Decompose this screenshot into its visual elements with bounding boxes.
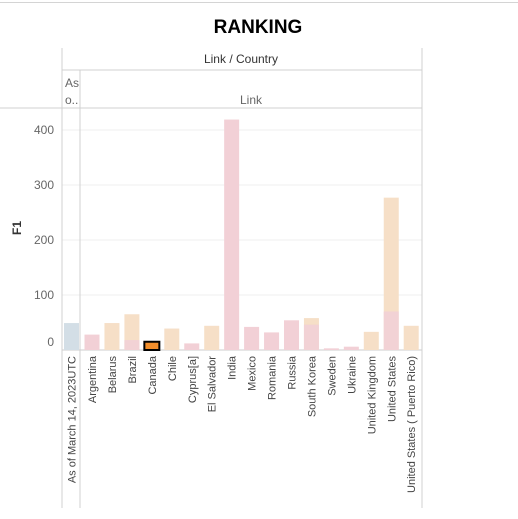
- bar-ukraine[interactable]: [343, 346, 359, 350]
- x-axis: As of March 14, 2023UTC Argentina Belarus B…: [67, 355, 419, 493]
- y-tick-label: 300: [34, 178, 54, 192]
- panel-header-as-of: As o..: [65, 76, 79, 107]
- x-category-label: As of March 14, 2023UTC: [67, 356, 79, 483]
- y-axis: 0 100 200 300 400: [34, 123, 54, 349]
- x-category-label: Chile: [167, 356, 179, 381]
- bar-overlay-united-states: [383, 311, 399, 350]
- chart-frame: [0, 48, 423, 508]
- x-category-label: Cyprus[a]: [187, 356, 199, 403]
- column-header: Link / Country: [204, 52, 278, 66]
- x-category-label: United States ( Puerto Rico): [406, 356, 418, 493]
- gridlines: [62, 129, 422, 351]
- bar-argentina[interactable]: [84, 334, 100, 350]
- y-tick-label: 400: [34, 123, 54, 137]
- bar-el-salvador[interactable]: [204, 325, 220, 350]
- top-border: [0, 2, 518, 3]
- bar-mexico[interactable]: [244, 326, 260, 350]
- chart-title: RANKING: [214, 17, 303, 38]
- x-category-label: Sweden: [326, 356, 338, 396]
- x-category-label: Brazil: [127, 356, 139, 384]
- bar-india[interactable]: [224, 119, 240, 350]
- x-category-label: Belarus: [107, 356, 119, 394]
- x-category-label: Russia: [287, 355, 299, 390]
- x-category-label: Ukraine: [346, 356, 358, 394]
- bar-united-kingdom[interactable]: [363, 331, 379, 350]
- panel-header-as-of-line1: As: [65, 76, 79, 90]
- y-axis-label: F1: [10, 221, 24, 235]
- x-category-label: United States: [386, 356, 398, 423]
- bar-romania[interactable]: [264, 332, 280, 350]
- bar-united-states-puerto-rico[interactable]: [403, 325, 419, 350]
- panel-header-as-of-line2: o..: [65, 93, 78, 107]
- bar-canada[interactable]: [143, 340, 161, 351]
- x-category-label: Canada: [147, 355, 159, 394]
- x-category-label: Argentina: [87, 355, 99, 403]
- x-category-label: El Salvador: [207, 356, 219, 413]
- bar-chile[interactable]: [164, 328, 180, 350]
- y-tick-label: 200: [34, 233, 54, 247]
- panel-header-link: Link: [240, 93, 263, 107]
- x-category-label: India: [227, 355, 239, 380]
- bar-belarus[interactable]: [104, 323, 120, 350]
- x-category-label: Romania: [267, 355, 279, 400]
- x-category-label: United Kingdom: [366, 356, 378, 434]
- bar-as-of-march-14-2023utc[interactable]: [64, 323, 79, 350]
- bar-overlay-south-korea: [303, 324, 319, 350]
- x-category-label: Mexico: [247, 356, 259, 391]
- y-tick-label: 0: [47, 335, 54, 349]
- bar-cyprus-a[interactable]: [184, 343, 200, 350]
- x-category-label: South Korea: [306, 355, 318, 417]
- bar-sweden[interactable]: [323, 348, 339, 350]
- bar-overlay-brazil: [124, 340, 140, 350]
- bar-russia[interactable]: [284, 320, 299, 350]
- y-tick-label: 100: [34, 288, 54, 302]
- bars: [64, 119, 419, 351]
